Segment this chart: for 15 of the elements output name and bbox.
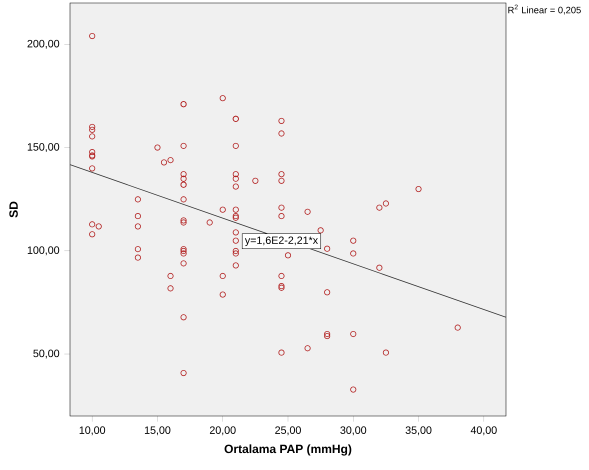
x-tick-label: 10,00 <box>80 426 106 436</box>
x-tick-label: 20,00 <box>210 426 236 436</box>
x-axis-title: Ortalama PAP (mmHg) <box>224 444 352 456</box>
y-tick-label: 50,00 <box>33 350 60 358</box>
y-tick-label: 100,00 <box>28 246 60 256</box>
x-tick-label: 25,00 <box>275 426 301 436</box>
x-tick-label: 15,00 <box>144 426 170 436</box>
y-axis-title: SD <box>9 202 18 218</box>
x-tick-label: 30,00 <box>340 426 366 436</box>
x-tick-label: 40,00 <box>470 426 497 436</box>
x-tick-label: 35,00 <box>406 426 432 436</box>
text: R$^{2}$ Linear = 0,205 <box>508 4 581 14</box>
annotation: y=1,6E2-2,21*x <box>244 236 318 246</box>
y-tick-label: 150,00 <box>28 143 60 152</box>
y-tick-label: 200,00 <box>28 40 60 49</box>
